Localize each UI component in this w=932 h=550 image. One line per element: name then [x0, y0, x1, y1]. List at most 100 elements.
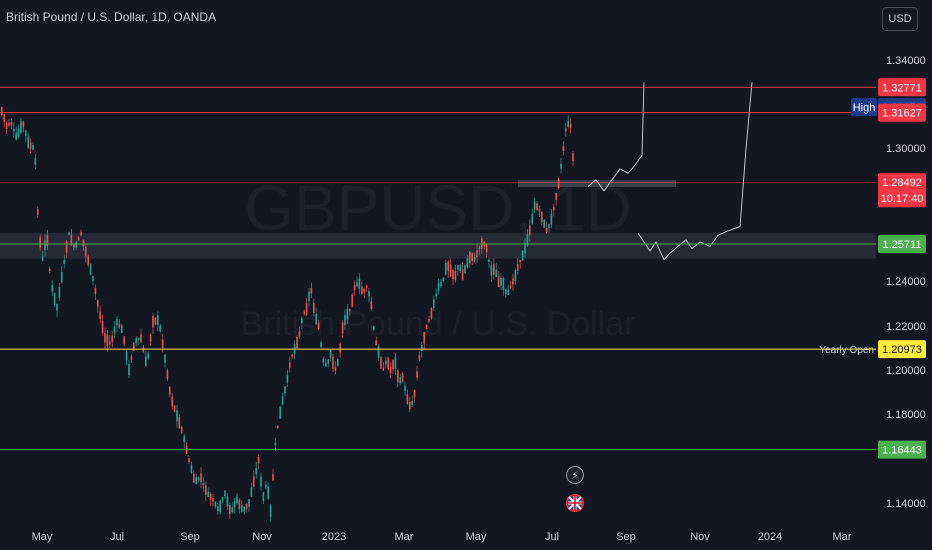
- candle-body: [500, 277, 502, 286]
- candle-body: [514, 270, 517, 281]
- candle-body: [8, 122, 10, 126]
- candle-body: [1, 107, 3, 115]
- candle-body: [195, 477, 197, 485]
- candle-body: [411, 400, 413, 406]
- candle-body: [478, 246, 481, 250]
- candle-body: [339, 343, 341, 353]
- candle-body: [322, 358, 325, 363]
- candle-body: [416, 371, 418, 378]
- watermark-name: British Pound / U.S. Dollar: [241, 305, 636, 343]
- candle-body: [346, 308, 349, 320]
- candle-body: [473, 257, 476, 262]
- candle-body: [166, 370, 169, 379]
- level-price-label: 1.32771: [882, 82, 922, 94]
- candle-body: [356, 281, 358, 287]
- candle-body: [111, 335, 113, 342]
- projection-path-0: [587, 82, 645, 192]
- candle-body: [44, 240, 46, 251]
- candle-body: [82, 239, 85, 246]
- x-tick-label: May: [466, 531, 487, 543]
- candle-body: [22, 121, 25, 128]
- candle-body: [365, 285, 368, 288]
- candle-body: [476, 250, 478, 258]
- candle-body: [243, 506, 245, 512]
- x-tick-label: Nov: [690, 531, 710, 543]
- candle-body: [202, 482, 205, 486]
- candle-body: [459, 265, 461, 271]
- level-price-label: 1.28492: [882, 177, 922, 189]
- candle-body: [245, 503, 248, 510]
- candle-body: [310, 288, 313, 294]
- candle-body: [241, 505, 243, 513]
- candle-body: [56, 304, 58, 311]
- candle-body: [553, 207, 555, 211]
- candle-body: [41, 256, 44, 261]
- candle-body: [545, 228, 548, 233]
- candle-body: [375, 340, 377, 346]
- candle-body: [464, 265, 466, 273]
- candle-body: [274, 442, 277, 446]
- x-tick-label: Mar: [833, 531, 852, 543]
- candle-body: [221, 497, 224, 502]
- candle-body: [49, 268, 51, 271]
- y-tick-label: 1.34000: [886, 55, 926, 67]
- candle-body: [5, 122, 8, 130]
- candle-body: [25, 130, 27, 137]
- candle-body: [397, 370, 399, 383]
- candle-body: [452, 270, 454, 279]
- level-label-bg: [878, 103, 926, 122]
- candle-body: [531, 213, 533, 224]
- candle-body: [176, 409, 178, 422]
- candle-body: [20, 120, 22, 133]
- candle-body: [507, 289, 509, 295]
- candle-body: [39, 237, 41, 248]
- candle-body: [466, 258, 469, 268]
- candle-body: [265, 484, 267, 488]
- candle-body: [305, 302, 308, 315]
- level-price-label: 1.31627: [882, 108, 922, 120]
- candle-body: [433, 299, 435, 308]
- candle-body: [77, 237, 80, 241]
- candle-body: [536, 203, 538, 211]
- candle-body: [92, 275, 94, 282]
- level-price-label: 1.25711: [883, 239, 922, 251]
- candle-body: [106, 334, 109, 347]
- candle-body: [135, 338, 137, 344]
- candle-body: [142, 347, 145, 353]
- y-tick-label: 1.20000: [886, 365, 926, 377]
- level-label-bg: [878, 173, 926, 208]
- candle-body: [85, 246, 87, 257]
- time-axis: [0, 522, 932, 550]
- candle-body: [63, 260, 65, 264]
- candle-body: [550, 214, 553, 225]
- candle-body: [289, 362, 291, 368]
- candle-body: [325, 362, 327, 367]
- candle-body: [207, 491, 209, 497]
- candle-body: [387, 357, 389, 370]
- candle-body: [229, 504, 231, 514]
- x-tick-label: Nov: [252, 531, 272, 543]
- candle-body: [231, 507, 233, 513]
- currency-button[interactable]: USD: [882, 7, 918, 31]
- candle-body: [296, 336, 298, 348]
- candle-body: [147, 353, 149, 359]
- candle-body: [109, 341, 111, 345]
- candle-body: [394, 357, 397, 369]
- candle-body: [200, 473, 202, 483]
- candle-body: [169, 386, 171, 395]
- candle-body: [87, 256, 89, 265]
- x-tick-label: Jul: [110, 531, 124, 543]
- candle-body: [17, 129, 20, 137]
- candle-body: [32, 145, 34, 150]
- candle-body: [334, 367, 337, 371]
- level-price-label: 1.16443: [882, 445, 922, 457]
- zone-0: [0, 233, 876, 259]
- candle-body: [29, 142, 32, 149]
- candle-body: [404, 385, 406, 391]
- uk-flag-icon[interactable]: [566, 494, 584, 512]
- candle-body: [505, 289, 507, 295]
- candle-body: [361, 286, 363, 295]
- candle-body: [457, 265, 459, 270]
- lightning-icon[interactable]: ⚡: [566, 466, 584, 484]
